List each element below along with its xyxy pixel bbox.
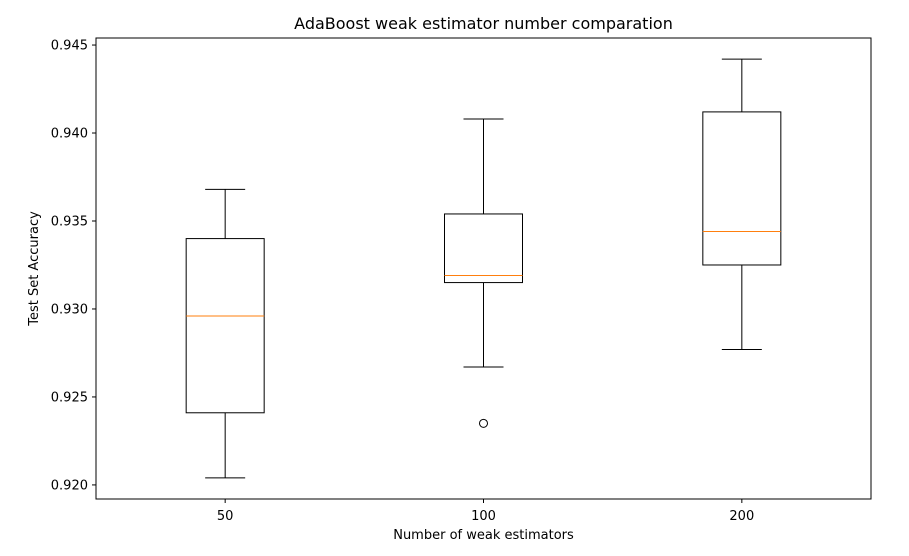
y-tick-label: 0.945 — [51, 39, 88, 54]
y-axis: 0.920 0.925 0.930 0.935 0.940 0.945 — [51, 39, 96, 493]
y-tick-label: 0.940 — [51, 127, 88, 142]
x-tick-label: 50 — [217, 509, 234, 524]
x-tick-label: 100 — [471, 509, 496, 524]
box-group-200 — [702, 58, 782, 350]
iqr-box — [444, 213, 523, 284]
chart-title: AdaBoost weak estimator number comparati… — [294, 14, 673, 33]
y-tick-label: 0.925 — [51, 390, 88, 405]
iqr-box — [185, 238, 265, 414]
x-axis-label: Number of weak estimators — [393, 528, 574, 543]
y-axis-label: Test Set Accuracy — [27, 211, 42, 327]
x-axis: 50 100 200 — [217, 499, 754, 524]
y-tick-label: 0.920 — [51, 478, 88, 493]
y-tick-label: 0.935 — [51, 214, 88, 229]
outlier-point — [479, 418, 488, 428]
x-tick-label: 200 — [729, 509, 754, 524]
iqr-box — [702, 111, 782, 266]
box-group-50 — [185, 188, 265, 479]
y-tick-label: 0.930 — [51, 302, 88, 317]
box-group-100 — [444, 118, 523, 428]
plot-marks — [185, 58, 782, 479]
